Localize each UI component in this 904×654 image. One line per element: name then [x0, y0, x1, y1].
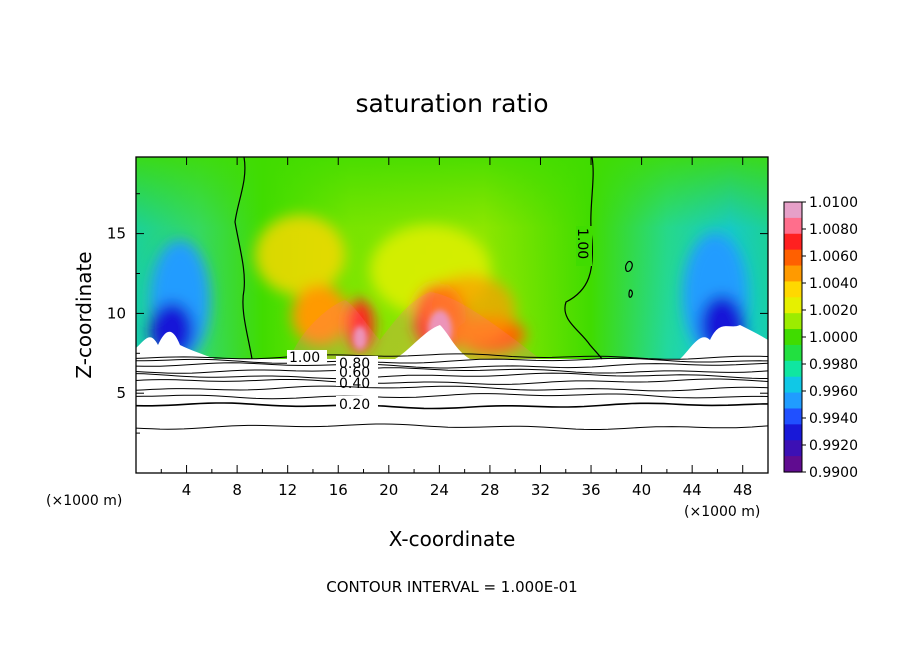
contour-label-0.20: 0.20: [339, 397, 370, 413]
colorbar-tick-label: 1.0080: [809, 222, 858, 238]
supersaturation-crest-fill: [290, 292, 540, 359]
x-axis-title: X-coordinate: [389, 527, 516, 551]
x-unit-label: (×1000 m): [684, 504, 760, 520]
colorbar-tick-label: 1.0020: [809, 303, 858, 319]
center-yellow-region: [255, 215, 345, 295]
terrain-contour-line: [136, 367, 768, 374]
colorbar-swatch: [784, 329, 802, 346]
terrain-contour-line: [136, 353, 768, 360]
x-tick-label: 32: [531, 481, 550, 499]
colorbar-swatch: [784, 281, 802, 298]
contour-line-1.00-left: [234, 157, 253, 360]
plot-frame: [135, 156, 769, 474]
right-terrain-edge: [680, 325, 768, 359]
x-tick-label: 36: [581, 481, 600, 499]
colorbar-swatch: [784, 376, 802, 394]
colorbar-tick-label: 0.9960: [809, 384, 858, 400]
x-tick-label: 48: [733, 481, 752, 499]
terrain-contour-lines: [136, 353, 768, 430]
contour-label-bg-4: [576, 226, 592, 266]
colorbar: 1.0100 1.0080 1.0060 1.0040 1.0020 1.0000 0.99…: [783, 195, 858, 481]
contour-label-bg-3: [336, 396, 378, 411]
x-tick-label: 24: [430, 481, 449, 499]
colorbar-tick-label: 1.0100: [809, 195, 858, 211]
y-unit-label: (×1000 m): [46, 493, 122, 509]
colorbar-swatch: [784, 202, 802, 219]
x-tick-label: 40: [632, 481, 651, 499]
y-axis-title: Z-coordinate: [72, 251, 96, 378]
colorbar-swatch: [784, 217, 802, 235]
x-tick-label: 28: [480, 481, 499, 499]
colorbar-swatch: [784, 456, 802, 473]
center-terrain-edge: [395, 325, 470, 359]
colorbar-swatch: [784, 424, 802, 441]
contour-label-0.80: 0.80: [339, 356, 370, 372]
y-tick-label: 15: [107, 225, 126, 243]
pink-peak-2: [353, 326, 367, 350]
colorbar-swatch: [784, 313, 802, 330]
contour-label-bg-2: [336, 356, 378, 386]
contour-line-1.00-right: [564, 157, 603, 360]
contour-lines: [234, 157, 633, 360]
left-terrain-edge: [136, 331, 215, 359]
field-layer: [136, 157, 768, 360]
contour-interval-note: CONTOUR INTERVAL = 1.000E-01: [326, 578, 577, 596]
terrain-mask: [136, 359, 768, 473]
orange-region-1: [292, 285, 348, 345]
colorbar-swatch: [784, 408, 802, 425]
chart-title: saturation ratio: [355, 89, 548, 118]
field-blobs: [150, 215, 747, 360]
contour-loop-2: [628, 289, 633, 298]
terrain-contour-line: [136, 423, 768, 430]
x-tick-label: 44: [683, 481, 702, 499]
x-tick-label: 8: [232, 481, 242, 499]
colorbar-swatch: [784, 440, 802, 457]
x-tick-label: 12: [278, 481, 297, 499]
terrain-contour-line: [136, 362, 768, 369]
colorbar-tick-label: 0.9920: [809, 438, 858, 454]
colorbar-tick-label: 1.0060: [809, 249, 858, 265]
contour-loop-1: [625, 260, 633, 273]
contour-label-1.00-lower: 1.00: [289, 350, 320, 366]
terrain-contour-line: [136, 385, 768, 392]
terrain-contour-line: [136, 402, 768, 410]
colorbar-tick-label: 0.9940: [809, 411, 858, 427]
x-tick-label: 4: [182, 481, 192, 499]
terrain-contour-line: [136, 372, 768, 380]
colorbar-swatch: [784, 297, 802, 314]
colorbar-tick-label: 1.0040: [809, 276, 858, 292]
plot-area: [136, 157, 768, 473]
colorbar-swatch: [784, 249, 802, 267]
terrain-contour-line: [136, 378, 768, 385]
contour-label-1.00-upper: 1.00: [574, 228, 590, 259]
colorbar-swatch: [784, 392, 802, 410]
colorbar-swatch: [784, 233, 802, 251]
y-tick-label: 10: [107, 304, 126, 322]
colorbar-tick-label: 0.9980: [809, 357, 858, 373]
colorbar-swatch: [784, 265, 802, 283]
y-axis: 5 10 15: [107, 193, 768, 434]
colorbar-tick-label: 0.9900: [809, 465, 858, 481]
contour-label-bg-1: [287, 350, 327, 364]
colorbar-swatch: [784, 344, 802, 362]
contour-label-0.40: 0.40: [339, 376, 370, 392]
x-tick-label: 16: [329, 481, 348, 499]
terrain-contour-line: [136, 393, 768, 400]
x-axis: 4 8 12 16 20 24 28 32 36 40 44 48: [160, 157, 752, 499]
terrain-contour-line: [136, 357, 768, 364]
colorbar-swatch: [784, 360, 802, 378]
colorbar-tick-label: 1.0000: [809, 330, 858, 346]
y-tick-label: 5: [116, 384, 126, 402]
x-tick-label: 20: [379, 481, 398, 499]
contour-labels: 1.00 0.80 0.60 0.40 0.20 1.00: [287, 226, 592, 413]
contour-label-0.60: 0.60: [339, 365, 370, 381]
